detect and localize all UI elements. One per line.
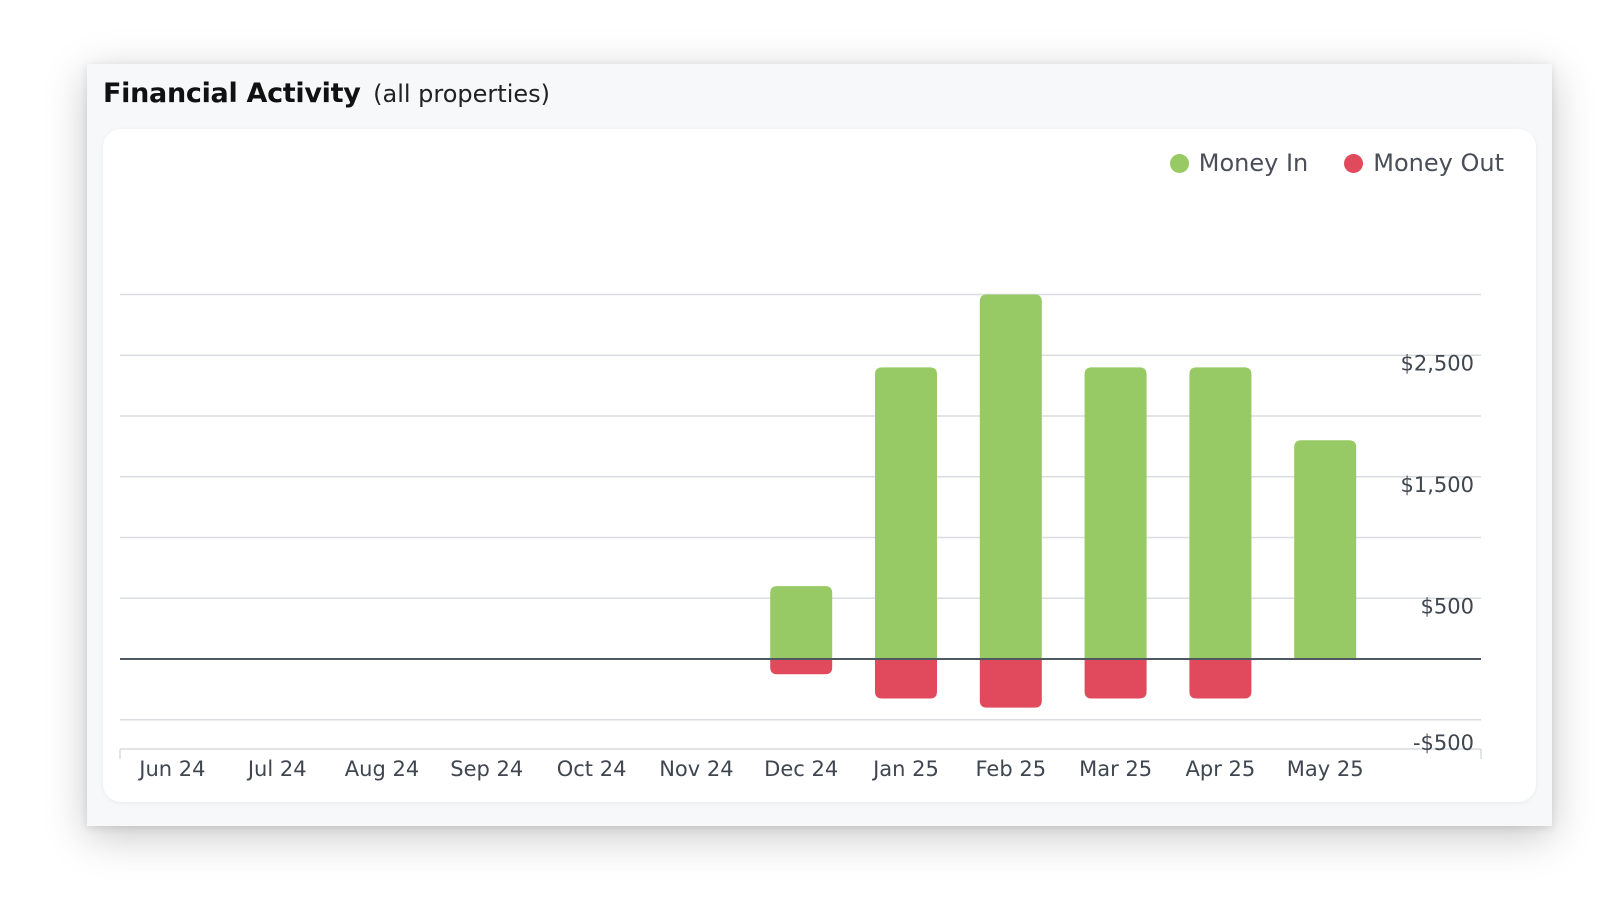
x-tick-label: Jun 24 xyxy=(137,757,205,781)
chart-subtitle: (all properties) xyxy=(373,80,550,108)
x-tick-label: May 25 xyxy=(1287,757,1364,781)
bar-money-in-feb-25 xyxy=(979,294,1042,659)
chart-panel: Jun 24 Jul 24 Aug 24 Sep 24 Oct 24 Nov 24 Dec … xyxy=(103,129,1536,802)
bar-money-out-feb-25 xyxy=(979,659,1042,708)
y-tick-label: $1,500 xyxy=(1401,473,1474,497)
bar-money-in-apr-25 xyxy=(1189,367,1252,659)
legend-label-money-in: Money In xyxy=(1198,149,1309,177)
bar-money-in-jan-25 xyxy=(875,367,937,659)
x-tick-label: Jan 25 xyxy=(871,757,939,781)
bar-money-out-mar-25 xyxy=(1084,659,1147,699)
x-tick-label: Sep 24 xyxy=(450,757,523,781)
money-in-dot-icon xyxy=(1169,153,1189,173)
bar-chart: Jun 24 Jul 24 Aug 24 Sep 24 Oct 24 Nov 24 Dec … xyxy=(119,293,1482,781)
legend-item-money-in[interactable]: Money In xyxy=(1169,149,1309,177)
bar-money-out-jan-25 xyxy=(875,659,937,699)
x-tick-label: Nov 24 xyxy=(659,757,733,781)
money-out-dot-icon xyxy=(1344,153,1364,173)
x-tick-label: Apr 25 xyxy=(1186,757,1256,781)
card-title: Financial Activity (all properties) xyxy=(103,78,550,109)
legend-label-money-out: Money Out xyxy=(1373,149,1504,177)
x-tick-label: Dec 24 xyxy=(764,757,838,781)
bar-money-in-dec-24 xyxy=(770,586,833,659)
x-tick-label: Jul 24 xyxy=(246,757,307,781)
bar-money-in-may-25 xyxy=(1294,440,1357,659)
chart-legend: Money In Money Out xyxy=(1169,149,1504,177)
y-tick-label: $2,500 xyxy=(1401,351,1474,375)
bar-money-out-dec-24 xyxy=(770,659,833,675)
x-tick-label: Aug 24 xyxy=(345,757,419,781)
y-tick-label: $500 xyxy=(1421,594,1474,618)
x-tick-label: Mar 25 xyxy=(1079,757,1152,781)
x-tick-label: Feb 25 xyxy=(976,757,1047,781)
legend-item-money-out[interactable]: Money Out xyxy=(1344,149,1504,177)
chart-title: Financial Activity xyxy=(103,78,361,109)
bar-money-out-apr-25 xyxy=(1189,659,1252,699)
y-tick-label: -$500 xyxy=(1413,731,1474,755)
bar-money-in-mar-25 xyxy=(1084,367,1147,659)
financial-activity-card: Financial Activity (all properties) Jun … xyxy=(87,64,1552,826)
x-tick-label: Oct 24 xyxy=(557,757,627,781)
